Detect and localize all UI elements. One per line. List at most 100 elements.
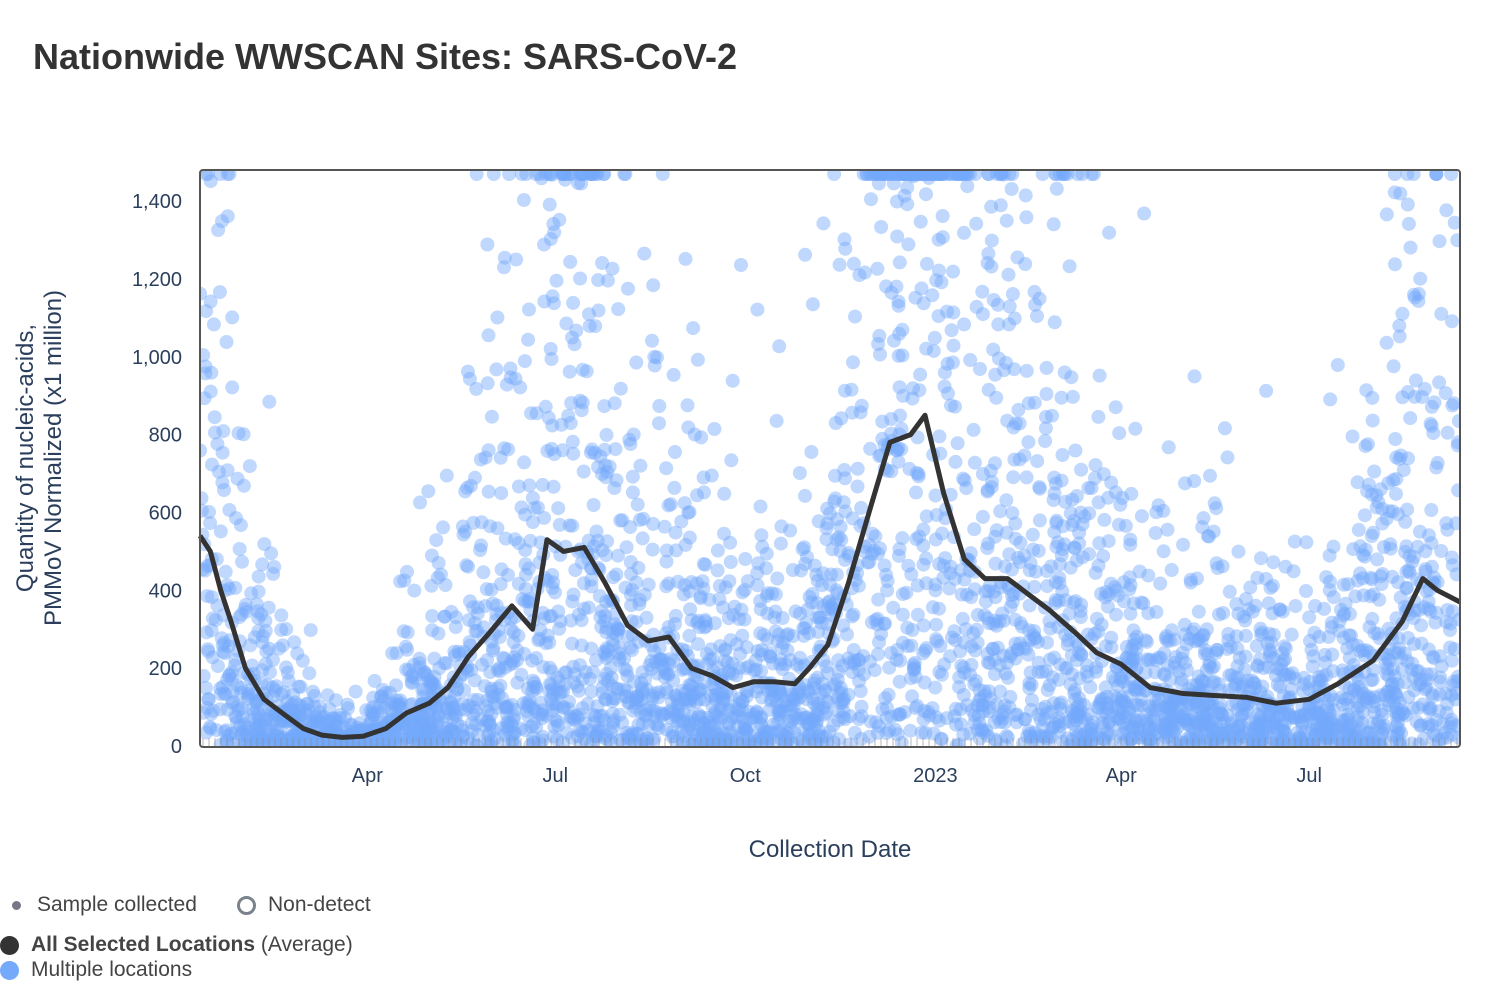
data-point [1060, 170, 1075, 181]
data-point [236, 478, 251, 493]
data-point [217, 686, 232, 701]
data-point [1052, 697, 1067, 712]
data-point [1385, 569, 1400, 584]
data-point [717, 486, 732, 501]
data-point [1210, 561, 1225, 575]
data-point [599, 666, 614, 681]
data-point [480, 376, 495, 391]
data-point [398, 721, 413, 736]
data-point [466, 707, 481, 722]
data-point [480, 653, 494, 668]
scatter-points [200, 170, 1460, 748]
data-point [302, 666, 317, 681]
data-point [200, 589, 215, 604]
data-point [1050, 535, 1065, 550]
data-point [728, 710, 743, 725]
data-point [427, 651, 442, 666]
data-point [263, 665, 277, 680]
data-point [1411, 294, 1426, 308]
data-point [1100, 701, 1115, 716]
data-point [1104, 475, 1119, 490]
data-point [1141, 606, 1156, 621]
data-point [251, 737, 266, 748]
data-point [267, 560, 282, 574]
data-point [1365, 413, 1380, 428]
data-point [659, 461, 674, 476]
data-point [497, 250, 512, 265]
data-point [552, 517, 567, 532]
data-point [250, 719, 265, 734]
data-point [1302, 610, 1317, 625]
data-point [932, 429, 947, 444]
data-point [933, 639, 948, 653]
data-point [901, 558, 916, 573]
data-point [421, 484, 436, 499]
data-point [1288, 599, 1303, 613]
data-point [836, 618, 851, 633]
data-point [1271, 723, 1286, 737]
data-point [1266, 627, 1281, 642]
data-point [716, 691, 731, 705]
data-point [999, 729, 1014, 743]
data-point [690, 352, 705, 367]
data-point [794, 734, 809, 748]
data-point [847, 725, 862, 740]
data-point [1022, 563, 1037, 578]
legend-sample-collected[interactable]: Sample collected [12, 893, 197, 917]
data-point [1138, 665, 1153, 680]
data-point [1042, 678, 1057, 693]
data-point [1190, 571, 1204, 586]
data-point [430, 570, 445, 585]
data-point [974, 722, 989, 736]
data-point [724, 453, 739, 468]
data-point [1168, 692, 1183, 707]
data-point [819, 532, 834, 547]
data-point [681, 420, 696, 435]
data-point [1253, 621, 1268, 636]
data-point [1392, 329, 1407, 344]
data-point [481, 484, 496, 499]
data-point [661, 576, 676, 591]
data-point [928, 680, 943, 695]
data-point [1023, 729, 1038, 744]
data-point [1350, 714, 1365, 728]
data-point [936, 558, 951, 573]
data-point [220, 463, 235, 478]
data-point [1077, 698, 1091, 713]
legend-multiple-locations[interactable]: Multiple locations [0, 958, 192, 982]
data-point [275, 730, 290, 745]
data-point [526, 730, 541, 745]
data-point [1429, 605, 1444, 620]
data-point [210, 436, 225, 451]
data-point [1367, 464, 1382, 479]
data-point [1256, 716, 1271, 731]
data-point [1413, 718, 1428, 733]
data-point [609, 473, 624, 488]
data-point [762, 702, 777, 717]
data-point [1108, 673, 1123, 688]
legend-non-detect[interactable]: Non-detect [237, 893, 371, 917]
data-point [351, 738, 366, 748]
data-point [598, 608, 613, 623]
data-point [991, 297, 1005, 312]
data-point [891, 441, 906, 456]
data-point [503, 361, 518, 376]
data-point [721, 664, 736, 679]
data-point [1042, 614, 1057, 629]
data-point [763, 693, 778, 708]
data-point [1012, 452, 1027, 467]
data-point [1206, 659, 1221, 674]
data-point [1367, 626, 1382, 641]
data-point [911, 170, 926, 181]
data-point [625, 469, 640, 484]
legend-average[interactable]: All Selected Locations (Average) [0, 933, 353, 957]
data-point [1137, 206, 1152, 221]
data-point [719, 732, 734, 747]
data-point [909, 485, 923, 500]
data-point [837, 463, 852, 477]
data-point [202, 505, 216, 519]
data-point [805, 587, 820, 601]
data-point [1425, 649, 1440, 664]
data-point [613, 381, 628, 396]
data-point [661, 498, 676, 513]
